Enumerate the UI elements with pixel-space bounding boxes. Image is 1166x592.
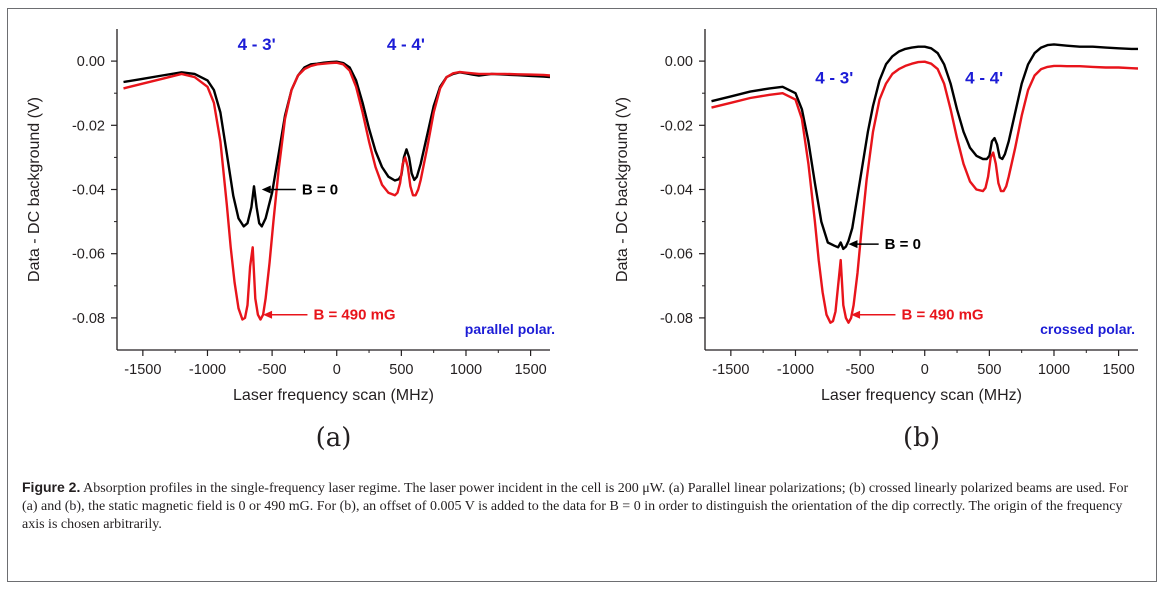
- x-tick-label: 0: [333, 362, 341, 378]
- x-tick-label: 1500: [1102, 362, 1134, 378]
- annotation-label: B = 0: [885, 236, 921, 253]
- transition-label: 4 - 4': [965, 69, 1003, 88]
- x-tick-label: 1000: [450, 362, 482, 378]
- y-tick-label: -0.06: [72, 247, 105, 263]
- y-axis-title: Data - DC background (V): [614, 97, 631, 282]
- annotation-arrow-head: [848, 240, 858, 249]
- annotation-label: B = 490 mG: [901, 307, 983, 324]
- annotation-arrow-head: [261, 185, 271, 194]
- series-line-b-490-mg: [123, 61, 550, 321]
- x-tick-label: -1000: [777, 362, 814, 378]
- annotation-label: B = 490 mG: [313, 307, 395, 324]
- x-tick-label: 0: [921, 362, 929, 378]
- x-tick-label: 500: [977, 362, 1001, 378]
- x-tick-label: -500: [846, 362, 875, 378]
- polarization-label: parallel polar.: [465, 321, 555, 337]
- caption-text: Absorption profiles in the single-freque…: [22, 481, 1129, 532]
- y-tick-label: 0.00: [77, 54, 105, 70]
- x-tick-label: 1500: [514, 362, 546, 378]
- y-axis-title: Data - DC background (V): [26, 97, 43, 282]
- transition-label: 4 - 3': [815, 69, 853, 88]
- panel-label: (a): [316, 423, 352, 453]
- y-tick-label: -0.02: [72, 118, 105, 134]
- y-tick-label: -0.04: [72, 183, 105, 199]
- y-tick-label: -0.08: [660, 311, 693, 327]
- x-axis-title: Laser frequency scan (MHz): [233, 387, 434, 404]
- x-tick-label: 500: [389, 362, 413, 378]
- y-tick-label: -0.04: [660, 183, 693, 199]
- annotation-label: B = 0: [302, 182, 338, 199]
- chart-panel-b: -1500 -1000 -500 0 500 1000 1500 0.00 -0.02 -0.04…: [614, 29, 1138, 453]
- x-tick-label: -1500: [712, 362, 749, 378]
- y-tick-label: -0.08: [72, 311, 105, 327]
- transition-label: 4 - 4': [387, 35, 425, 54]
- y-tick-label: -0.06: [660, 247, 693, 263]
- polarization-label: crossed polar.: [1040, 321, 1135, 337]
- x-tick-label: 1000: [1038, 362, 1070, 378]
- chart-panel-a: -1500 -1000 -500 0 500 1000 1500 0.00 -0.02 -0.04…: [26, 29, 555, 453]
- figure-frame: [7, 8, 1157, 582]
- annotation-arrow-head: [263, 310, 273, 319]
- figure-caption: Figure 2. Absorption profiles in the sin…: [22, 478, 1142, 534]
- x-tick-label: -1500: [124, 362, 161, 378]
- series-line-b-0: [123, 60, 550, 228]
- panel-label: (b): [903, 423, 940, 453]
- x-tick-label: -500: [258, 362, 287, 378]
- x-tick-label: -1000: [189, 362, 226, 378]
- caption-label: Figure 2.: [22, 479, 81, 495]
- annotation-arrow-head: [851, 310, 861, 319]
- y-tick-label: -0.02: [660, 118, 693, 134]
- x-axis-title: Laser frequency scan (MHz): [821, 387, 1022, 404]
- y-tick-label: 0.00: [665, 54, 693, 70]
- series-line-b-0: [711, 43, 1138, 251]
- series-line-b-490-mg: [711, 60, 1138, 324]
- transition-label: 4 - 3': [238, 35, 276, 54]
